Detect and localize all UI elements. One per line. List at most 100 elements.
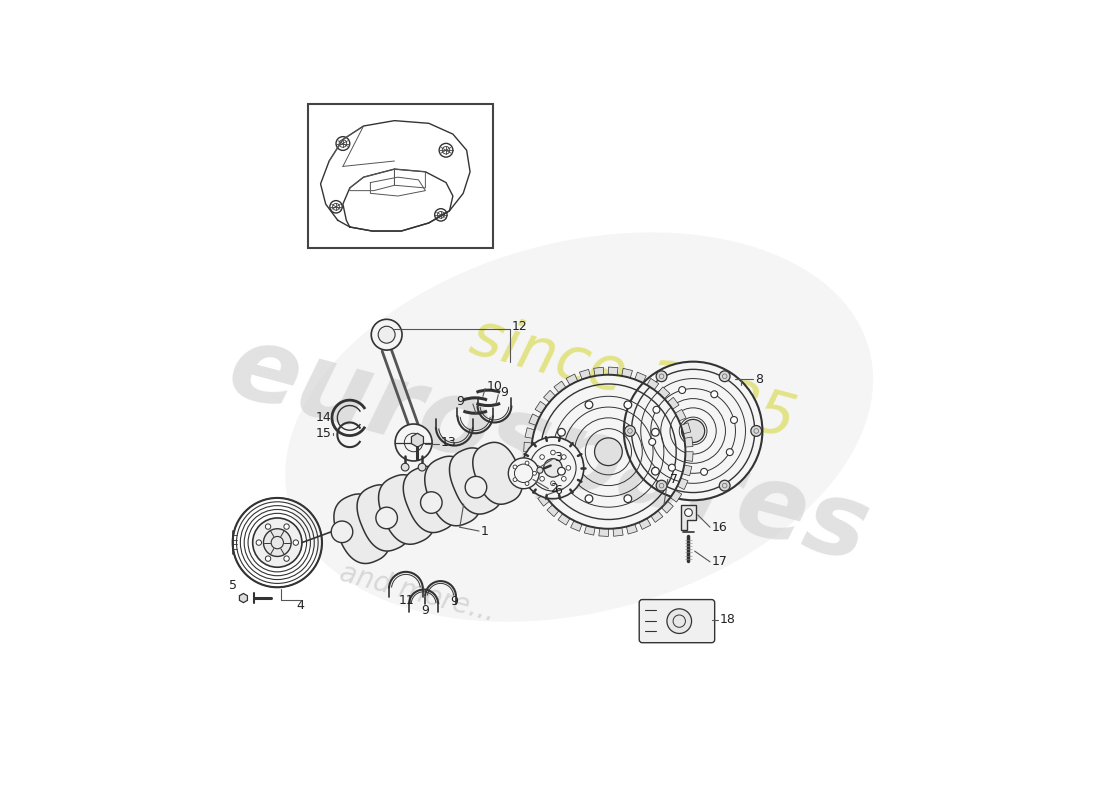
Circle shape	[513, 465, 517, 469]
Circle shape	[624, 401, 631, 409]
FancyBboxPatch shape	[639, 599, 715, 642]
Text: 9: 9	[455, 395, 464, 408]
Circle shape	[561, 454, 566, 459]
Polygon shape	[626, 524, 637, 534]
Text: 17: 17	[712, 555, 727, 568]
Circle shape	[667, 609, 692, 634]
Polygon shape	[678, 478, 688, 490]
Circle shape	[651, 467, 659, 475]
Polygon shape	[681, 422, 691, 434]
Polygon shape	[668, 398, 679, 410]
Circle shape	[420, 492, 442, 514]
Ellipse shape	[285, 233, 873, 622]
Polygon shape	[647, 378, 659, 390]
Polygon shape	[425, 456, 481, 526]
Polygon shape	[651, 510, 663, 522]
Circle shape	[543, 458, 562, 477]
Polygon shape	[529, 414, 539, 426]
Circle shape	[378, 326, 395, 343]
Polygon shape	[670, 490, 682, 502]
Polygon shape	[358, 485, 410, 551]
Text: eurospares: eurospares	[218, 316, 879, 584]
Text: 14: 14	[316, 411, 331, 424]
Polygon shape	[334, 494, 390, 563]
Text: 3: 3	[553, 451, 562, 464]
Circle shape	[561, 477, 566, 481]
Circle shape	[536, 466, 540, 470]
Text: 15: 15	[316, 426, 331, 440]
Polygon shape	[404, 466, 456, 533]
Text: 12: 12	[512, 320, 527, 333]
Circle shape	[669, 464, 675, 471]
Circle shape	[513, 478, 517, 482]
Circle shape	[265, 524, 271, 530]
Circle shape	[684, 509, 692, 517]
Polygon shape	[530, 482, 541, 494]
Circle shape	[624, 495, 631, 502]
Text: 11: 11	[399, 594, 415, 607]
Text: 16: 16	[712, 521, 727, 534]
Polygon shape	[613, 527, 623, 536]
Polygon shape	[524, 457, 532, 466]
Circle shape	[656, 480, 667, 491]
Circle shape	[653, 406, 660, 414]
Polygon shape	[566, 374, 578, 385]
Circle shape	[656, 371, 667, 382]
Text: 9: 9	[499, 386, 508, 399]
Polygon shape	[621, 368, 632, 378]
Polygon shape	[450, 448, 503, 514]
Circle shape	[726, 449, 734, 455]
Circle shape	[372, 319, 402, 350]
Bar	[308, 104, 493, 249]
Circle shape	[558, 429, 565, 436]
Circle shape	[711, 391, 717, 398]
Text: 2: 2	[550, 482, 558, 495]
Circle shape	[624, 362, 762, 500]
Circle shape	[751, 426, 761, 436]
Circle shape	[522, 437, 584, 498]
Polygon shape	[547, 505, 559, 517]
Circle shape	[585, 401, 593, 409]
Polygon shape	[658, 387, 670, 398]
Circle shape	[585, 495, 593, 502]
Polygon shape	[598, 528, 608, 537]
Polygon shape	[378, 474, 434, 544]
Text: and more...: and more...	[337, 558, 498, 627]
Polygon shape	[526, 470, 536, 481]
Polygon shape	[661, 502, 673, 513]
Circle shape	[537, 467, 543, 474]
Circle shape	[682, 419, 705, 442]
Circle shape	[730, 417, 737, 423]
Circle shape	[595, 438, 623, 466]
Circle shape	[265, 556, 271, 562]
Circle shape	[256, 540, 262, 546]
Circle shape	[264, 529, 292, 557]
Text: 13: 13	[440, 436, 456, 449]
Polygon shape	[580, 370, 591, 379]
Circle shape	[508, 458, 539, 489]
Text: 5: 5	[229, 579, 238, 592]
Polygon shape	[538, 494, 549, 506]
Text: 1: 1	[481, 525, 488, 538]
Circle shape	[525, 461, 529, 465]
Circle shape	[566, 466, 571, 470]
Text: 6: 6	[554, 484, 562, 497]
Circle shape	[532, 471, 537, 475]
Circle shape	[649, 438, 656, 446]
Circle shape	[331, 521, 353, 542]
Circle shape	[540, 454, 544, 459]
Polygon shape	[558, 514, 570, 525]
Circle shape	[719, 371, 730, 382]
Circle shape	[510, 461, 531, 482]
Circle shape	[540, 477, 544, 481]
Text: since 1985: since 1985	[464, 308, 802, 451]
Circle shape	[395, 424, 432, 461]
Circle shape	[376, 507, 397, 529]
Circle shape	[551, 481, 556, 486]
Text: 9: 9	[451, 595, 459, 608]
Circle shape	[625, 426, 636, 436]
Polygon shape	[639, 518, 651, 530]
Circle shape	[293, 540, 298, 546]
Polygon shape	[635, 372, 646, 383]
Circle shape	[402, 463, 409, 471]
